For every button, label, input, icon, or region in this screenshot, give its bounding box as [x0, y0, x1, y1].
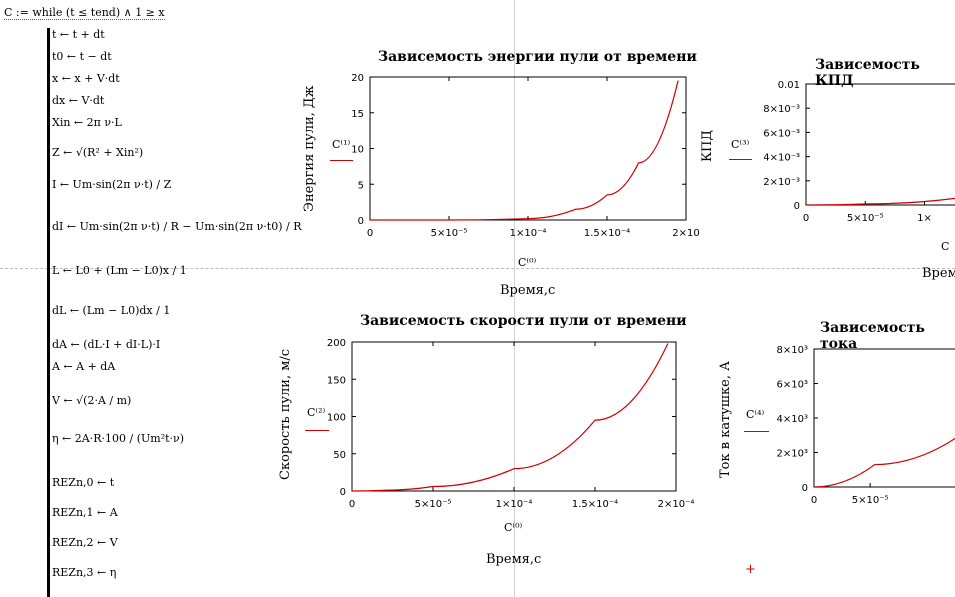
x-tick-label: 0 — [803, 213, 809, 224]
page-break-line — [0, 268, 955, 269]
program-line[interactable]: REZn,3 ← η — [52, 566, 117, 579]
trace-legend-line — [744, 431, 769, 432]
y-tick-label: 4×10⁻³ — [763, 153, 800, 164]
y-tick-label: 8×10⁻³ — [763, 104, 800, 115]
graph-title: Зависемость тока — [820, 320, 925, 352]
crosshair-cursor-icon: + — [745, 562, 756, 577]
y-tick-label: 20 — [351, 73, 364, 84]
y-tick-label: 15 — [351, 109, 364, 120]
trace-legend-line — [330, 160, 353, 161]
plot-frame — [369, 76, 687, 221]
x-trace-label[interactable]: C⁽⁰⁾ — [518, 256, 537, 269]
program-header[interactable]: C := while (t ≤ tend) ∧ 1 ≥ x — [4, 6, 165, 20]
program-line[interactable]: REZn,2 ← V — [52, 536, 118, 549]
data-series-line — [806, 197, 955, 205]
y-tick-label: 100 — [327, 413, 346, 424]
plot-frame — [813, 348, 955, 488]
y-tick-label: 0 — [802, 483, 808, 494]
program-line[interactable]: REZn,1 ← A — [52, 506, 118, 519]
x-axis-label: Врем — [922, 266, 955, 281]
graph-title: Зависемость энергии пули от времени — [378, 49, 697, 65]
y-tick-label: 0 — [340, 487, 346, 498]
x-tick-label: 2×10⁻⁴ — [658, 499, 695, 510]
program-line[interactable]: dA ← (dL·I + dI·L)·I — [52, 338, 161, 351]
x-trace-label[interactable]: C⁽⁰⁾ — [504, 521, 523, 534]
data-series-line — [370, 80, 679, 221]
x-tick-label: 5×10⁻⁵ — [431, 228, 468, 239]
trace-label[interactable]: C⁽¹⁾ — [332, 138, 351, 151]
y-tick-label: 150 — [327, 375, 346, 386]
y-tick-label: 200 — [327, 338, 346, 349]
y-tick-label: 0 — [794, 201, 800, 212]
x-tick-label: 0 — [811, 495, 817, 506]
program-line[interactable]: x ← x + V·dt — [52, 72, 120, 85]
x-tick-label: 0 — [367, 228, 373, 239]
x-tick-label: 5×10⁻⁵ — [847, 213, 884, 224]
program-header-text: C := while (t ≤ tend) ∧ 1 ≥ x — [4, 6, 165, 20]
trace-label[interactable]: C⁽⁴⁾ — [746, 408, 765, 421]
y-tick-label: 2×10³ — [777, 449, 808, 460]
y-tick-label: 50 — [333, 450, 346, 461]
trace-label[interactable]: C⁽³⁾ — [731, 138, 750, 151]
program-line[interactable]: η ← 2A·R·100 / (Um²t·ν) — [52, 432, 185, 445]
trace-legend-line — [729, 159, 752, 160]
x-axis-label: Время,с — [500, 283, 556, 298]
program-line[interactable]: REZn,0 ← t — [52, 476, 115, 489]
data-series-line — [814, 437, 955, 487]
program-line[interactable]: dx ← V·dt — [52, 94, 105, 107]
x-tick-label: 1.5×10⁻⁴ — [584, 228, 630, 239]
y-tick-label: 6×10³ — [777, 380, 808, 391]
y-tick-label: 0 — [358, 216, 364, 227]
trace-legend-line — [305, 430, 329, 431]
y-tick-label: 10 — [351, 145, 364, 156]
program-bar — [47, 28, 50, 597]
x-tick-label: 2×10 — [672, 228, 699, 239]
y-tick-label: 4×10³ — [777, 414, 808, 425]
y-tick-label: 8×10³ — [777, 345, 808, 356]
y-tick-label: 2×10⁻³ — [763, 177, 800, 188]
x-tick-label: 0 — [349, 499, 355, 510]
program-line[interactable]: t0 ← t − dt — [52, 50, 112, 63]
y-tick-label: 5 — [358, 180, 364, 191]
x-tick-label: 5×10⁻⁵ — [415, 499, 452, 510]
data-series-line — [351, 343, 669, 492]
program-line[interactable]: Xin ← 2π ν·L — [52, 116, 122, 129]
y-tick-label: 6×10⁻³ — [763, 128, 800, 139]
program-line[interactable]: I ← Um·sin(2π ν·t) / Z — [52, 178, 172, 191]
program-line[interactable]: L ← L0 + (Lm − L0)x / 1 — [52, 264, 187, 277]
plot-frame — [805, 83, 955, 206]
program-line[interactable]: V ← √(2·A / m) — [52, 394, 132, 407]
x-tick-label: 1× — [917, 213, 932, 224]
x-axis-label: Время,с — [486, 552, 542, 567]
x-tick-label: 1.5×10⁻⁴ — [572, 499, 618, 510]
x-trace-label[interactable]: C — [941, 240, 950, 253]
x-tick-label: 1×10⁻⁴ — [496, 499, 533, 510]
program-line[interactable]: A ← A + dA — [52, 360, 116, 373]
program-line[interactable]: dL ← (Lm − L0)dx / 1 — [52, 304, 171, 317]
program-line[interactable]: t ← t + dt — [52, 28, 105, 41]
trace-label[interactable]: C⁽²⁾ — [307, 406, 326, 419]
x-tick-label: 5×10⁻⁵ — [852, 495, 889, 506]
y-tick-label: 0.01 — [778, 80, 800, 91]
page-break-column — [514, 0, 515, 597]
program-line[interactable]: dI ← Um·sin(2π ν·t) / R − Um·sin(2π ν·t0… — [52, 220, 302, 233]
graph-title: Зависемость скорости пули от времени — [360, 313, 687, 329]
graph-title: Зависемость КПД — [815, 57, 920, 89]
x-tick-label: 1×10⁻⁴ — [510, 228, 547, 239]
program-line[interactable]: Z ← √(R² + Xin²) — [52, 146, 144, 159]
